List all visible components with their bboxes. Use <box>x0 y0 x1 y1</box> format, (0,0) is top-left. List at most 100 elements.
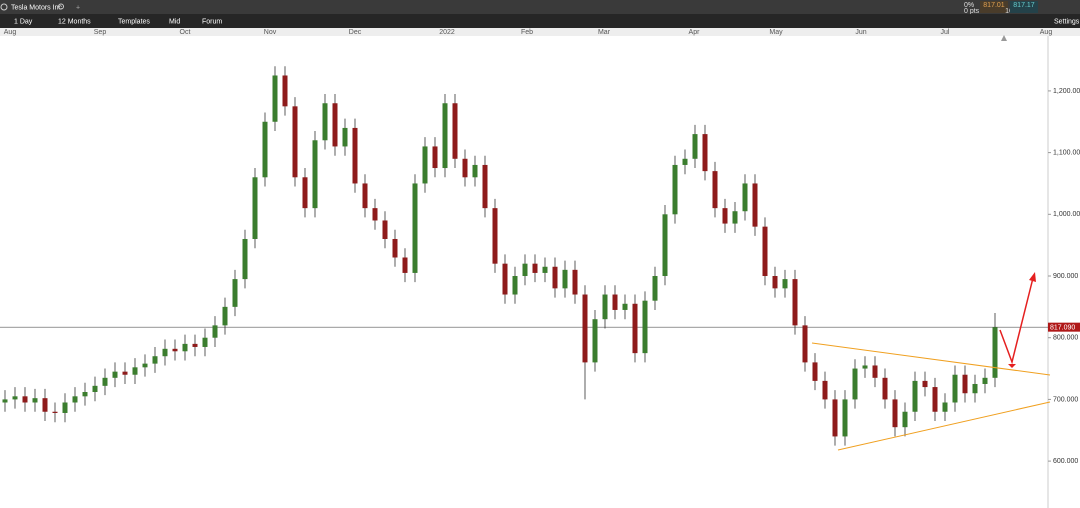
candle-body <box>132 367 138 375</box>
candle-body <box>862 365 868 369</box>
settings-button[interactable]: Settings <box>1054 18 1080 25</box>
time-axis <box>0 28 1080 36</box>
plot: Aug Sep Oct Nov Dec 2022 Feb Mar Apr May Jun Jul Aug… <box>0 29 1080 465</box>
bid[interactable]: 817.01 <box>983 2 1005 9</box>
candle-body <box>712 171 718 209</box>
candle-body <box>922 380 928 388</box>
candle-body <box>462 158 468 178</box>
candle-body <box>592 319 598 363</box>
candle-body <box>192 343 198 347</box>
candle-body <box>632 303 638 354</box>
x-tick-label: Nov <box>264 29 277 36</box>
candle-body <box>932 387 938 412</box>
templates-button[interactable]: Templates <box>118 18 150 25</box>
candle-body <box>342 127 348 147</box>
instrument-name[interactable]: Tesla Motors Inc <box>11 4 62 11</box>
x-tick-label: Aug <box>1040 29 1053 36</box>
candle-body <box>882 377 888 400</box>
scroll-marker[interactable] <box>1001 35 1007 41</box>
candle-body <box>612 294 618 310</box>
candle-body <box>492 208 498 264</box>
toolbar <box>0 14 1080 28</box>
candle-body <box>892 399 898 428</box>
candle-body <box>962 374 968 394</box>
candle-body <box>352 127 358 184</box>
candle-body <box>302 177 308 209</box>
candle-body <box>982 377 988 384</box>
candle-body <box>172 348 178 352</box>
candle-body <box>482 164 488 209</box>
ask-box[interactable] <box>1010 1 1038 13</box>
candle-body <box>2 399 8 403</box>
candle-body <box>522 263 528 277</box>
candle-body <box>432 146 438 169</box>
candle-body <box>582 294 588 363</box>
candle-body <box>72 396 78 403</box>
last-price-label: 817.090 <box>1050 325 1075 332</box>
interval-button[interactable]: 1 Day <box>14 18 33 25</box>
candle-body <box>972 383 978 394</box>
price-type-button[interactable]: Mid <box>169 18 180 25</box>
y-tick-label: 800.000 <box>1053 335 1078 342</box>
candle-body <box>912 380 918 412</box>
candle-body <box>792 279 798 326</box>
y-tick-label: 1,000.000 <box>1053 211 1080 218</box>
candle-body <box>872 365 878 378</box>
candle-body <box>402 257 408 273</box>
candle-body <box>952 374 958 403</box>
candle-body <box>752 183 758 227</box>
ask[interactable]: 817.17 <box>1013 2 1035 9</box>
candle-body <box>122 371 128 375</box>
candle-body <box>822 380 828 400</box>
candle-body <box>62 402 68 413</box>
candle-body <box>672 164 678 215</box>
candle-body <box>762 226 768 277</box>
candle-body <box>722 208 728 224</box>
candle-body <box>842 399 848 437</box>
candle-body <box>412 183 418 273</box>
candle-body <box>732 211 738 224</box>
candle-body <box>252 177 258 239</box>
candle-body <box>222 306 228 326</box>
last-price-box <box>1048 322 1080 332</box>
candle-body <box>272 75 278 122</box>
range-button[interactable]: 12 Months <box>58 18 91 25</box>
add-tab[interactable]: + <box>76 4 80 11</box>
candle-body <box>182 343 188 352</box>
candle-body <box>392 238 398 258</box>
candle-body <box>902 411 908 428</box>
candle-body <box>82 392 88 397</box>
candle-body <box>512 276 518 295</box>
candle-body <box>642 300 648 354</box>
candle-body <box>92 385 98 393</box>
candle-body <box>942 402 948 412</box>
candle-body <box>992 327 998 378</box>
candle-body <box>282 75 288 107</box>
candle-body <box>562 269 568 289</box>
candle-body <box>472 164 478 178</box>
x-tick-label: Apr <box>689 29 701 36</box>
arrow-head <box>1029 272 1036 282</box>
y-tick-label: 900.000 <box>1053 273 1078 280</box>
candle-body <box>782 279 788 289</box>
candle-body <box>652 276 658 301</box>
candle-body <box>802 325 808 363</box>
candle-body <box>572 269 578 295</box>
candle-body <box>452 103 458 159</box>
candle-body <box>292 106 298 178</box>
candle-body <box>212 325 218 338</box>
candle-body <box>682 158 688 165</box>
candle-body <box>202 337 208 347</box>
search-icon[interactable] <box>58 3 64 10</box>
candle-body <box>772 276 778 289</box>
info-icon <box>0 3 8 11</box>
forum-button[interactable]: Forum <box>202 18 222 25</box>
x-tick-label: Jul <box>941 29 950 36</box>
candle-body <box>52 411 58 413</box>
bid-box[interactable] <box>980 1 1008 13</box>
change-pts: 0 pts <box>964 8 980 15</box>
trend-line-lower <box>837 401 1051 451</box>
change-pct: 0% <box>964 2 974 9</box>
